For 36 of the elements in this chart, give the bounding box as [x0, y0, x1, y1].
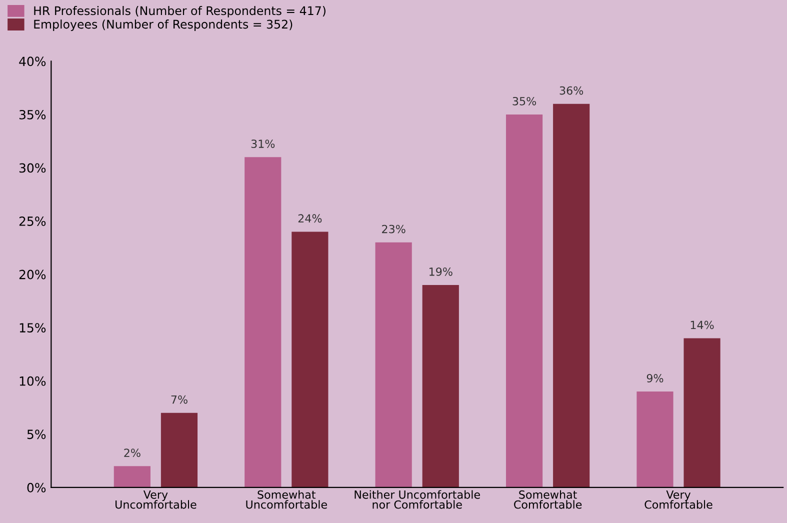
bar	[160, 412, 198, 488]
data-label: 31%	[251, 140, 275, 148]
data-label: 19%	[430, 267, 452, 276]
y-tick-label: 5%	[27, 430, 46, 440]
data-label: 36%	[560, 86, 584, 95]
y-tick-label: 35%	[19, 110, 46, 120]
y-tick-label: 30%	[19, 163, 46, 173]
bar	[292, 232, 328, 488]
data-label: 35%	[512, 96, 536, 106]
y-tick-label: 40%	[19, 56, 46, 66]
data-label: 24%	[298, 214, 322, 223]
x-tick-label: Neither Uncomfortable nor Comfortable	[354, 490, 480, 509]
x-tick-label: Very Comfortable	[644, 490, 712, 509]
y-tick-label: 10%	[20, 376, 46, 386]
bar	[506, 114, 543, 488]
y-tick-label: 0%	[27, 482, 46, 492]
x-tick-label: Somewhat Comfortable	[514, 490, 582, 509]
data-label: 23%	[382, 224, 406, 234]
bar	[422, 284, 459, 488]
y-tick-label: 15%	[20, 323, 46, 333]
y-tick-label: 20%	[19, 270, 46, 280]
bar	[114, 466, 150, 488]
data-label: 14%	[690, 320, 714, 330]
legend-label: HR Professionals (Number of Respondents = 417)	[34, 6, 326, 18]
bar	[553, 104, 590, 488]
data-label: 2%	[124, 448, 140, 458]
bar	[244, 157, 282, 488]
bar	[375, 242, 412, 488]
data-label: 7%	[171, 395, 188, 404]
x-tick-label: Somewhat Uncomfortable	[246, 490, 327, 509]
y-tick-label: 25%	[19, 216, 46, 226]
bar	[684, 338, 720, 488]
data-label: 9%	[646, 374, 664, 382]
x-tick-label: Very Uncomfortable	[116, 490, 196, 509]
legend-label: Employees (Number of Respondents = 352)	[34, 20, 292, 31]
bar	[636, 392, 674, 488]
